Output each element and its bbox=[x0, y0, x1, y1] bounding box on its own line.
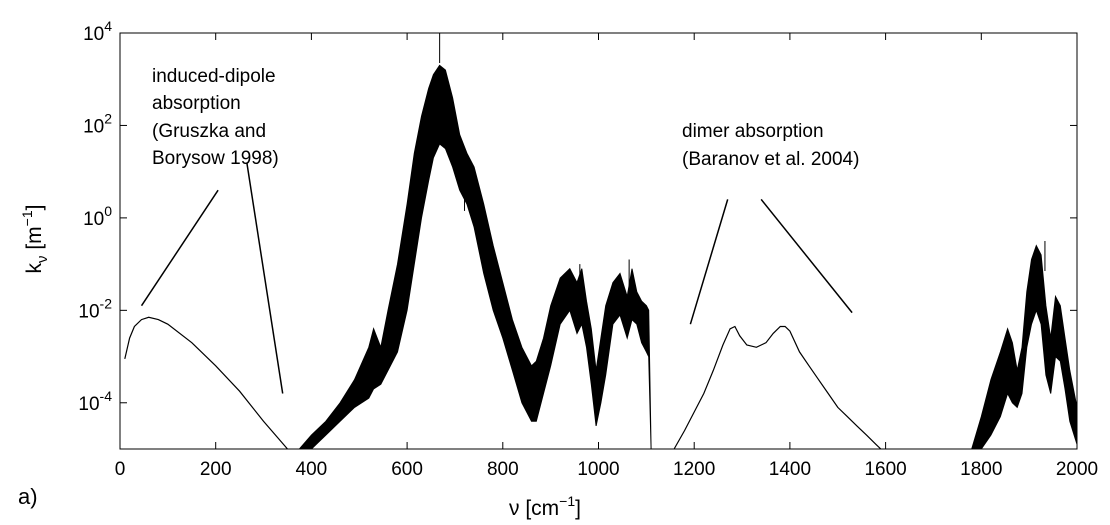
annotation-dimer-line-2: (Baranov et al. 2004) bbox=[682, 149, 859, 170]
annotation-pointer-line bbox=[246, 162, 284, 394]
annotation-induced-dipole-line-1: induced-dipole bbox=[152, 66, 276, 87]
y-tick-label: 10-2 bbox=[78, 295, 112, 322]
pointer-layer bbox=[140, 162, 853, 394]
annotation-pointer-line bbox=[689, 199, 729, 325]
x-tick-label: 400 bbox=[296, 459, 328, 480]
x-tick-label: 1800 bbox=[960, 459, 1002, 480]
annotation-induced-dipole-line-2: absorption bbox=[152, 93, 241, 114]
x-tick-label: 2000 bbox=[1056, 459, 1098, 480]
data-layer bbox=[124, 33, 1078, 450]
x-axis-label: ν [cm−1] bbox=[509, 493, 581, 520]
x-tick-label: 600 bbox=[391, 459, 423, 480]
x-tick-label: 1400 bbox=[769, 459, 811, 480]
series-dimer-line bbox=[673, 325, 882, 450]
annotation-pointer-line bbox=[760, 198, 853, 314]
x-tick-label: 0 bbox=[115, 459, 126, 480]
series-induced-dipole-line bbox=[124, 316, 288, 450]
panel-label: a) bbox=[18, 484, 38, 509]
annotation-induced-dipole-line-3: (Gruszka and bbox=[152, 121, 266, 142]
y-axis-label: kν [m−1] bbox=[19, 205, 51, 274]
annotation-dimer-line-1: dimer absorption bbox=[682, 121, 824, 142]
y-tick-label: 100 bbox=[83, 203, 112, 230]
annotation-pointer-line bbox=[140, 189, 219, 307]
annotation-induced-dipole-line-4: Borysow 1998) bbox=[152, 148, 279, 169]
x-tick-label: 1600 bbox=[864, 459, 906, 480]
y-tick-label: 102 bbox=[83, 110, 112, 137]
y-tick-label: 104 bbox=[83, 18, 112, 45]
x-tick-label: 800 bbox=[487, 459, 519, 480]
x-tick-label: 1200 bbox=[673, 459, 715, 480]
x-tick-label: 1000 bbox=[577, 459, 619, 480]
x-tick-label: 200 bbox=[200, 459, 232, 480]
tick-layer: 0 200 400 600 800 1000 1200 1400 1600 1800 2000 10-… bbox=[78, 18, 1098, 480]
y-tick-label: 10-4 bbox=[78, 388, 112, 415]
